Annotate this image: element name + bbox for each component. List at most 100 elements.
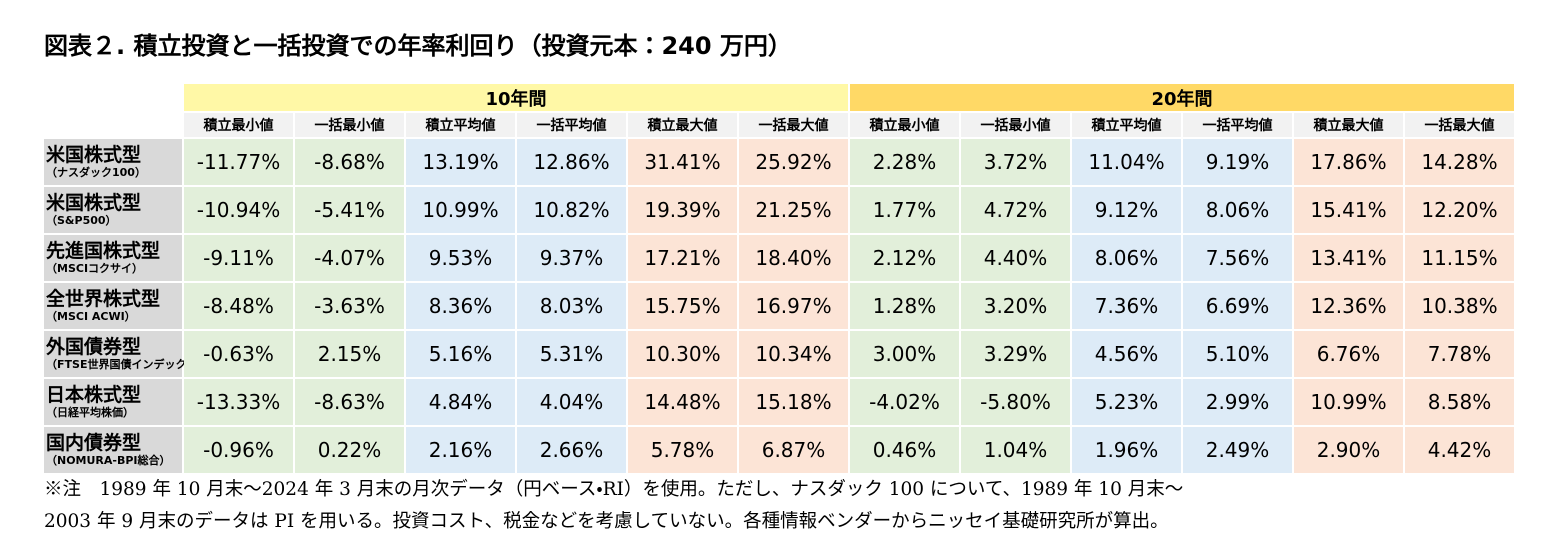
footnote-line: ※注 1989 年 10 月末～2024 年 3 月末の月次データ（円ベース・R… xyxy=(44,479,1184,500)
cell: 7.78% xyxy=(1405,331,1514,377)
column-header: 一括平均値 xyxy=(517,113,626,137)
cell: 13.19% xyxy=(406,139,515,185)
cell: -4.02% xyxy=(850,379,959,425)
row-name: 外国債券型 xyxy=(46,335,142,358)
row-sub: （S&P500） xyxy=(46,213,117,227)
row-sub: （日経平均株価） xyxy=(46,405,134,419)
cell: -8.68% xyxy=(295,139,404,185)
row-label: 先進国株式型 （MSCIコクサイ） xyxy=(44,235,182,281)
footnote-line: 2003 年 9 月末のデータは PI を用いる。投資コスト、税金などを考慮して… xyxy=(44,511,1169,532)
cell: -13.33% xyxy=(184,379,293,425)
cell: 1.04% xyxy=(961,427,1070,473)
row-label: 全世界株式型 （MSCI ACWI） xyxy=(44,283,182,329)
cell: -8.48% xyxy=(184,283,293,329)
cell: -4.07% xyxy=(295,235,404,281)
cell: 6.76% xyxy=(1294,331,1403,377)
cell: 12.86% xyxy=(517,139,626,185)
cell: 7.36% xyxy=(1072,283,1181,329)
title: 図表２. 積立投資と一括投資での年率利回り（投資元本：240 万円） xyxy=(44,32,792,60)
cell: -5.80% xyxy=(961,379,1070,425)
column-header: 積立最大値 xyxy=(628,113,737,137)
row-name: 全世界株式型 xyxy=(46,287,161,310)
cell: 10.82% xyxy=(517,187,626,233)
cell: 10.38% xyxy=(1405,283,1514,329)
cell: 2.90% xyxy=(1294,427,1403,473)
cell: 17.21% xyxy=(628,235,737,281)
row-sub: （NOMURA-BPI総合） xyxy=(46,453,171,467)
cell: 4.04% xyxy=(517,379,626,425)
corner xyxy=(44,113,182,137)
cell: 14.48% xyxy=(628,379,737,425)
cell: 9.19% xyxy=(1183,139,1292,185)
cell: 12.36% xyxy=(1294,283,1403,329)
cell: 7.56% xyxy=(1183,235,1292,281)
cell: 3.72% xyxy=(961,139,1070,185)
cell: 8.36% xyxy=(406,283,515,329)
row-name: 先進国株式型 xyxy=(46,239,161,262)
cell: -0.96% xyxy=(184,427,293,473)
column-header: 積立最小値 xyxy=(850,113,959,137)
cell: 4.40% xyxy=(961,235,1070,281)
group-header: 20年間 xyxy=(850,84,1514,111)
cell: 15.75% xyxy=(628,283,737,329)
cell: 31.41% xyxy=(628,139,737,185)
cell: 16.97% xyxy=(739,283,848,329)
cell: 9.37% xyxy=(517,235,626,281)
cell: 3.20% xyxy=(961,283,1070,329)
column-header: 一括最大値 xyxy=(1405,113,1514,137)
row-sub: （FTSE世界国債インデックス） xyxy=(46,357,209,371)
corner xyxy=(44,84,182,111)
cell: 10.99% xyxy=(406,187,515,233)
cell: 2.12% xyxy=(850,235,959,281)
cell: 1.96% xyxy=(1072,427,1181,473)
row-sub: （MSCI ACWI） xyxy=(46,309,136,323)
cell: 18.40% xyxy=(739,235,848,281)
cell: 5.16% xyxy=(406,331,515,377)
row-name: 国内債券型 xyxy=(46,431,142,454)
cell: 8.06% xyxy=(1072,235,1181,281)
cell: 5.78% xyxy=(628,427,737,473)
cell: 2.66% xyxy=(517,427,626,473)
cell: 1.77% xyxy=(850,187,959,233)
cell: 1.28% xyxy=(850,283,959,329)
row-label: 国内債券型 （NOMURA-BPI総合） xyxy=(44,427,182,473)
cell: 13.41% xyxy=(1294,235,1403,281)
cell: -10.94% xyxy=(184,187,293,233)
cell: 8.58% xyxy=(1405,379,1514,425)
column-header: 積立平均値 xyxy=(406,113,515,137)
cell: 17.86% xyxy=(1294,139,1403,185)
cell: 9.53% xyxy=(406,235,515,281)
cell: 14.28% xyxy=(1405,139,1514,185)
column-header: 積立平均値 xyxy=(1072,113,1181,137)
cell: -5.41% xyxy=(295,187,404,233)
column-header: 一括平均値 xyxy=(1183,113,1292,137)
cell: 2.28% xyxy=(850,139,959,185)
cell: 6.87% xyxy=(739,427,848,473)
cell: 10.34% xyxy=(739,331,848,377)
cell: 2.15% xyxy=(295,331,404,377)
cell: 21.25% xyxy=(739,187,848,233)
row-label: 米国株式型 （S&P500） xyxy=(44,187,182,233)
row-label: 外国債券型 （FTSE世界国債インデックス） xyxy=(44,331,208,377)
cell: 4.42% xyxy=(1405,427,1514,473)
cell: 3.29% xyxy=(961,331,1070,377)
cell: 5.31% xyxy=(517,331,626,377)
cell: -8.63% xyxy=(295,379,404,425)
cell: 15.18% xyxy=(739,379,848,425)
cell: 4.72% xyxy=(961,187,1070,233)
cell: 11.15% xyxy=(1405,235,1514,281)
row-name: 米国株式型 xyxy=(46,191,142,214)
cell: 10.30% xyxy=(628,331,737,377)
row-label: 日本株式型 （日経平均株価） xyxy=(44,379,182,425)
cell: 5.10% xyxy=(1183,331,1292,377)
column-header: 積立最大値 xyxy=(1294,113,1403,137)
column-header: 一括最大値 xyxy=(739,113,848,137)
cell: 8.03% xyxy=(517,283,626,329)
cell: -0.63% xyxy=(184,331,293,377)
row-sub: （MSCIコクサイ） xyxy=(46,261,144,275)
cell: 0.46% xyxy=(850,427,959,473)
cell: 6.69% xyxy=(1183,283,1292,329)
cell: 12.20% xyxy=(1405,187,1514,233)
table: 10年間 20年間 積立最小値 一括最小値 積立平均値 一括平均値 積立最大値 一括最大値 積立… xyxy=(44,84,1514,473)
cell: 0.22% xyxy=(295,427,404,473)
